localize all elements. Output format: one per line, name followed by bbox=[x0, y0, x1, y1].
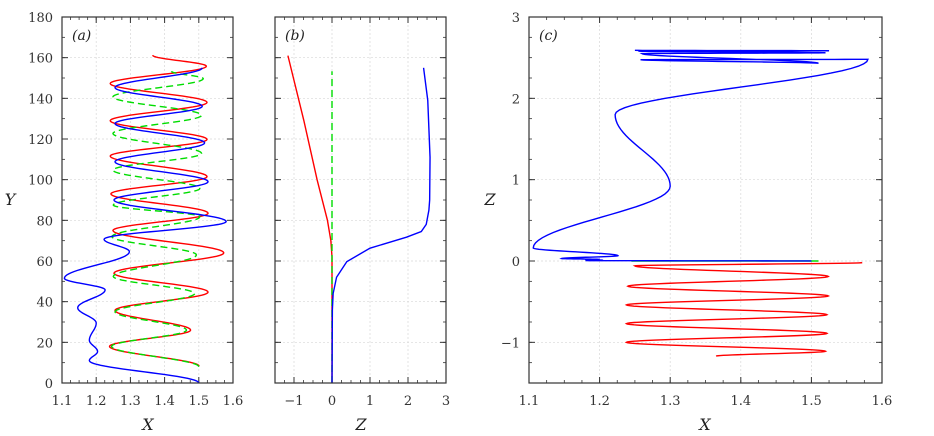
panel-label: (b) bbox=[285, 28, 305, 44]
x-axis-label: Z bbox=[354, 415, 367, 434]
x-tick-label: 1.5 bbox=[188, 394, 209, 409]
x-tick-label: 1.2 bbox=[86, 394, 107, 409]
x-tick-label: 1.1 bbox=[519, 394, 540, 409]
x-axis-label: X bbox=[140, 415, 154, 434]
y-tick-label: 3 bbox=[512, 11, 520, 26]
y-tick-label: 20 bbox=[36, 336, 53, 351]
x-tick-label: 1.3 bbox=[120, 394, 141, 409]
x-tick-label: 1.4 bbox=[154, 394, 175, 409]
y-axis-label: Y bbox=[5, 190, 17, 209]
y-tick-label: 2 bbox=[512, 92, 520, 107]
x-tick-label: −1 bbox=[284, 394, 303, 409]
series-line-3 bbox=[331, 67, 431, 383]
y-tick-label: 40 bbox=[36, 296, 53, 311]
y-tick-label: 80 bbox=[36, 214, 53, 229]
x-tick-label: 1.6 bbox=[223, 394, 244, 409]
y-tick-label: 120 bbox=[28, 133, 53, 148]
series-line-3 bbox=[63, 67, 227, 383]
y-tick-label: 60 bbox=[36, 255, 53, 270]
panel-c: 1.1 1.2 1.3 1.4 1.5 1.6 −1 0 1 2 3 (c) X Z bbox=[483, 11, 892, 434]
x-tick-label: 1.6 bbox=[872, 394, 893, 409]
x-tick-label: 1.4 bbox=[730, 394, 751, 409]
y-tick-label: 180 bbox=[28, 11, 53, 26]
series-line-1 bbox=[624, 261, 863, 357]
panel-label: (a) bbox=[72, 28, 91, 44]
x-tick-label: 1.5 bbox=[801, 394, 822, 409]
x-tick-label: 2 bbox=[404, 394, 412, 409]
y-tick-label: 0 bbox=[512, 255, 520, 270]
axes-frame bbox=[274, 16, 447, 384]
series-line-1 bbox=[287, 55, 333, 383]
panel-a: 1.1 1.2 1.3 1.4 1.5 1.6 0 20 40 60 80 100 120 140 160 1… bbox=[5, 11, 244, 434]
y-tick-label: 0 bbox=[45, 377, 53, 392]
y-axis-label: Z bbox=[483, 190, 496, 209]
axes-frame bbox=[528, 16, 883, 384]
y-tick-label: 160 bbox=[28, 52, 53, 67]
x-tick-label: 1.1 bbox=[52, 394, 73, 409]
x-tick-label: 1.3 bbox=[660, 394, 681, 409]
y-tick-label: 100 bbox=[28, 174, 53, 189]
x-tick-label: 1.2 bbox=[589, 394, 610, 409]
x-tick-label: 1 bbox=[366, 394, 374, 409]
series-line-2 bbox=[110, 71, 205, 368]
x-axis-label: X bbox=[697, 415, 711, 434]
axes-frame bbox=[61, 16, 234, 384]
panel-label: (c) bbox=[539, 28, 558, 44]
y-tick-label: −1 bbox=[501, 336, 520, 351]
y-tick-label: 140 bbox=[28, 92, 53, 107]
series-line-1 bbox=[108, 54, 225, 367]
panel-b: −1 0 1 2 3 (b) Z bbox=[274, 16, 450, 434]
x-tick-label: 3 bbox=[442, 394, 450, 409]
series-line-3 bbox=[532, 49, 869, 262]
x-tick-label: 0 bbox=[328, 394, 336, 409]
y-tick-label: 1 bbox=[512, 174, 520, 189]
